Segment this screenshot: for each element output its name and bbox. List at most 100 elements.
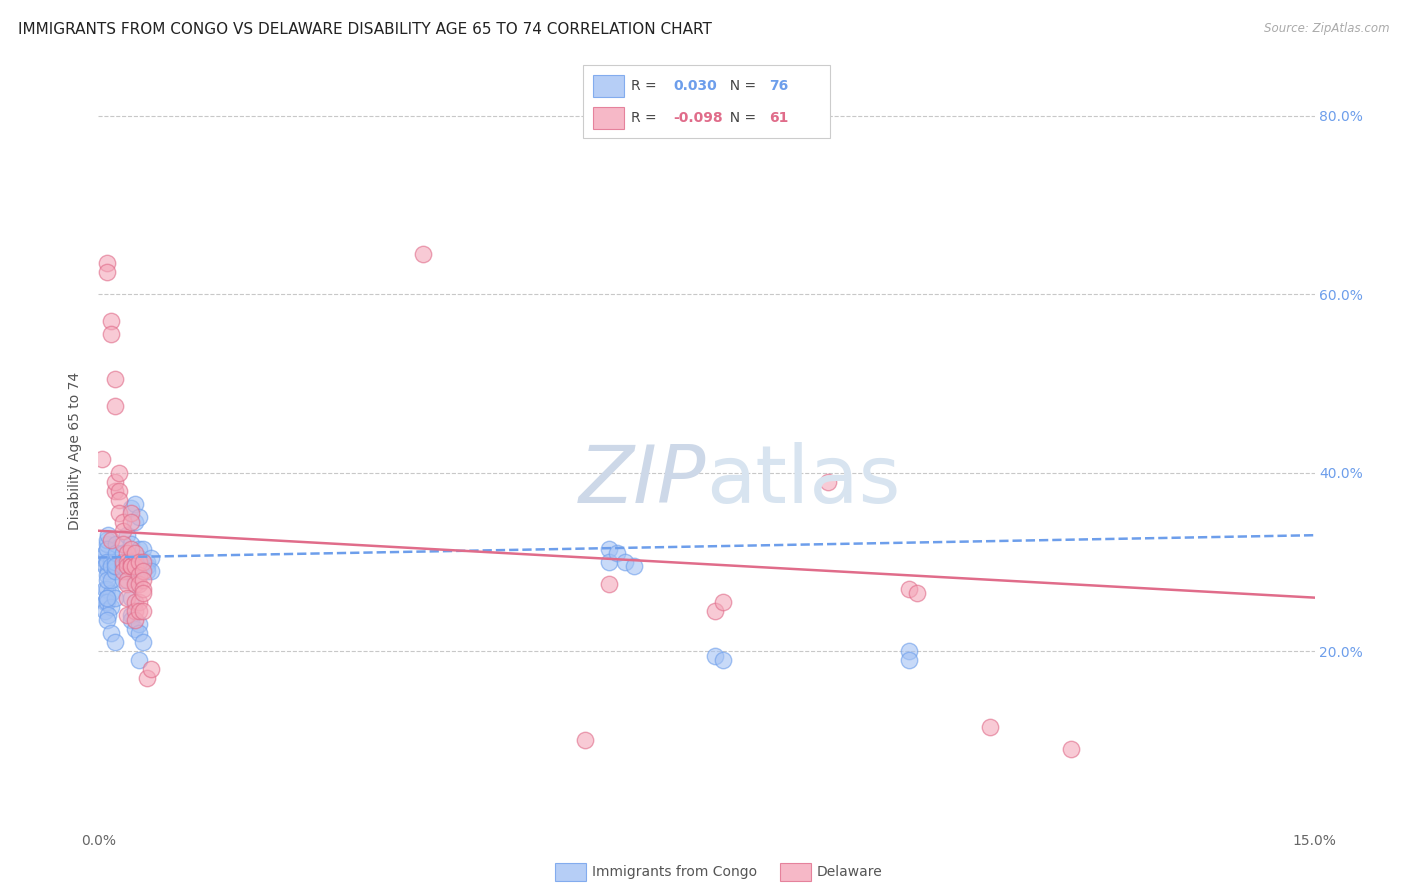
Point [96,568,118,582]
Point [104,564,127,578]
Point [115,573,138,587]
Point [96,595,118,609]
Point [132,604,155,618]
Point [115,555,138,569]
Point [96,541,118,556]
Point [623,559,645,574]
Point [111,537,134,551]
Point [107,506,129,520]
Point [105,546,128,560]
Point [132,573,155,587]
Point [91,555,114,569]
Point [898,582,921,596]
Point [128,626,150,640]
Point [115,608,138,623]
Point [120,559,142,574]
Point [120,613,142,627]
Point [96,533,118,547]
Point [120,591,142,605]
Point [115,564,138,578]
Point [100,555,122,569]
Point [104,483,127,498]
Point [1060,742,1083,756]
Point [124,573,146,587]
Point [91,550,114,565]
Point [598,541,620,556]
Point [905,586,928,600]
Point [124,497,146,511]
Point [120,541,142,556]
Text: 61: 61 [769,111,789,125]
Point [115,555,138,569]
Point [104,559,127,574]
Point [111,559,134,574]
Text: atlas: atlas [707,442,901,520]
Text: N =: N = [721,111,761,125]
Point [139,564,162,578]
Point [120,555,142,569]
Text: Immigrants from Congo: Immigrants from Congo [592,865,756,880]
Point [115,591,138,605]
Point [412,247,434,261]
Point [115,546,138,560]
Point [128,653,150,667]
Point [115,577,138,591]
Point [97,528,120,542]
Point [120,608,142,623]
Point [100,626,122,640]
Point [128,595,150,609]
Point [132,555,155,569]
Point [96,582,118,596]
Point [100,599,122,614]
Point [132,541,155,556]
Point [120,515,142,529]
Point [574,733,596,747]
Point [606,546,628,560]
Point [111,564,134,578]
Point [107,492,129,507]
Point [120,506,142,520]
Text: N =: N = [721,78,761,93]
Point [128,568,150,582]
Text: Delaware: Delaware [817,865,883,880]
Point [96,265,118,279]
Point [598,555,620,569]
Text: ZIP: ZIP [579,442,707,520]
Point [132,586,155,600]
Point [96,613,118,627]
Point [139,662,162,676]
Point [96,256,118,270]
Point [111,524,134,538]
Point [94,582,117,596]
Point [128,604,150,618]
Point [96,573,118,587]
Point [104,475,127,489]
Point [598,577,620,591]
Point [94,546,117,560]
Point [104,399,127,413]
Point [100,327,122,342]
Point [96,555,118,569]
Point [132,582,155,596]
Point [128,577,150,591]
Point [128,510,150,524]
Text: 0.030: 0.030 [673,78,717,93]
Point [120,550,142,565]
Point [136,671,159,685]
Point [104,591,127,605]
Point [96,537,118,551]
Point [139,550,162,565]
Point [105,537,128,551]
Point [100,314,122,328]
Point [711,595,734,609]
Point [124,595,146,609]
Point [124,559,146,574]
Point [703,648,725,663]
Point [124,604,146,618]
Point [128,541,150,556]
Point [100,559,122,574]
Point [124,577,146,591]
Point [132,555,155,569]
Point [128,617,150,632]
Point [124,515,146,529]
